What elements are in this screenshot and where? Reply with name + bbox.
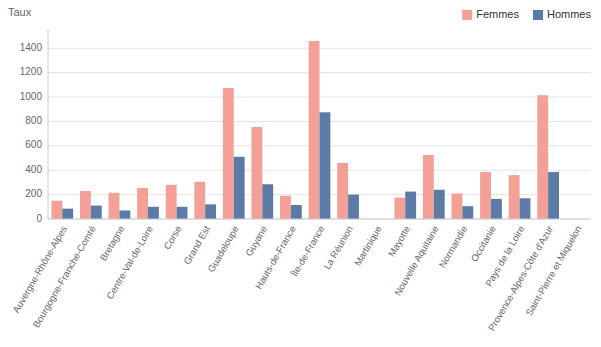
bar [251, 127, 262, 219]
bar [262, 184, 273, 219]
y-tick-label: 1000 [20, 91, 43, 102]
bar [177, 207, 188, 219]
bar [166, 185, 177, 219]
x-tick-label: La Réunion [321, 224, 355, 272]
bar [205, 204, 216, 219]
bar [434, 190, 445, 219]
y-tick-label: 200 [25, 188, 42, 199]
x-tick-label: Centre-Val-de-Loire [104, 224, 155, 301]
bar [291, 205, 302, 219]
bar [337, 163, 348, 219]
x-tick-label: Nouvelle Aquitaine [392, 224, 441, 298]
x-tick-label: Hauts-de-France [253, 224, 298, 291]
x-tick-label: Martinique [352, 224, 384, 268]
bar [405, 192, 416, 219]
bar [452, 193, 463, 219]
bar [509, 175, 520, 219]
bar [148, 207, 159, 219]
bar [280, 196, 291, 219]
x-tick-label: Corse [161, 224, 183, 251]
bar [91, 206, 102, 219]
bar [309, 41, 320, 219]
bar [119, 210, 130, 219]
bar [394, 198, 405, 219]
bar [462, 206, 473, 219]
bar [234, 157, 245, 219]
x-tick-label: Bretagne [98, 224, 127, 263]
y-tick-label: 400 [25, 164, 42, 175]
grid-line [48, 219, 591, 220]
y-tick-label: 1200 [20, 66, 43, 77]
x-axis-line [48, 219, 591, 220]
x-tick-label: Auvergne-Rhône-Alpes [10, 224, 69, 315]
x-tick-label: Normandie [437, 224, 470, 270]
legend-swatch [533, 10, 543, 20]
bar [137, 188, 148, 219]
bar [491, 199, 502, 219]
bar [320, 112, 331, 219]
x-tick-label: Grand Est [181, 223, 212, 266]
x-tick-label: Bourgogne-Franche-Comté [30, 224, 97, 330]
bar [520, 198, 531, 219]
x-tick-label: Saint-Pierre et Miquelon [523, 224, 583, 318]
legend: Femmes Hommes [462, 8, 591, 20]
y-axis-label: Taux [8, 6, 32, 18]
bar [223, 88, 234, 219]
y-tick-label: 800 [25, 115, 42, 126]
bar [423, 155, 434, 219]
bar [109, 193, 120, 219]
bar [537, 95, 548, 219]
y-tick-label: 1400 [20, 42, 43, 53]
x-tick-label: Mayotte [386, 224, 412, 259]
bar [194, 182, 205, 219]
bar [480, 172, 491, 219]
legend-label: Hommes [547, 8, 592, 20]
bar [62, 209, 73, 219]
x-tick-label: Occitanie [469, 224, 498, 264]
legend-swatch [462, 10, 472, 20]
bar [80, 191, 91, 219]
bar [51, 201, 62, 219]
bars [51, 41, 559, 219]
x-tick-label: Île-de-France [288, 224, 326, 279]
y-axis-line [48, 30, 49, 219]
chart: 0 200 400 600 800 1000 1200 1400 Auvergne-Rhône-… [0, 0, 601, 347]
y-tick-label: 600 [25, 139, 42, 150]
legend-label: Femmes [476, 8, 519, 20]
bar [348, 195, 359, 219]
bar [548, 172, 559, 219]
x-tick-label: Guadeloupe [205, 224, 240, 274]
y-tick-label: 0 [36, 213, 42, 224]
x-tick-label: Guyane [243, 224, 269, 258]
